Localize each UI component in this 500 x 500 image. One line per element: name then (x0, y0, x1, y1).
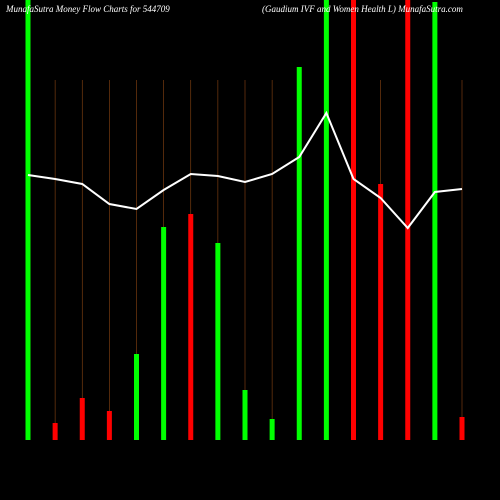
bar (215, 243, 221, 440)
chart-subtitle: (Gaudium IVF and Women Health L) MunafaS… (262, 4, 463, 14)
bar (296, 67, 302, 440)
bar (161, 227, 167, 440)
bar (323, 0, 329, 440)
bar (378, 184, 384, 440)
bar (52, 423, 58, 440)
bar (106, 411, 112, 440)
marks (25, 0, 465, 440)
bar (134, 354, 139, 440)
bar (405, 0, 411, 440)
bar (351, 0, 356, 440)
bar (242, 390, 248, 440)
bar (269, 419, 275, 440)
flow-line (27, 110, 463, 230)
bar (459, 417, 465, 440)
bar (25, 0, 31, 440)
chart-title: MunafaSutra Money Flow Charts for 544709 (5, 4, 170, 14)
bar (79, 398, 85, 440)
bar (432, 2, 438, 440)
bar (188, 214, 194, 440)
